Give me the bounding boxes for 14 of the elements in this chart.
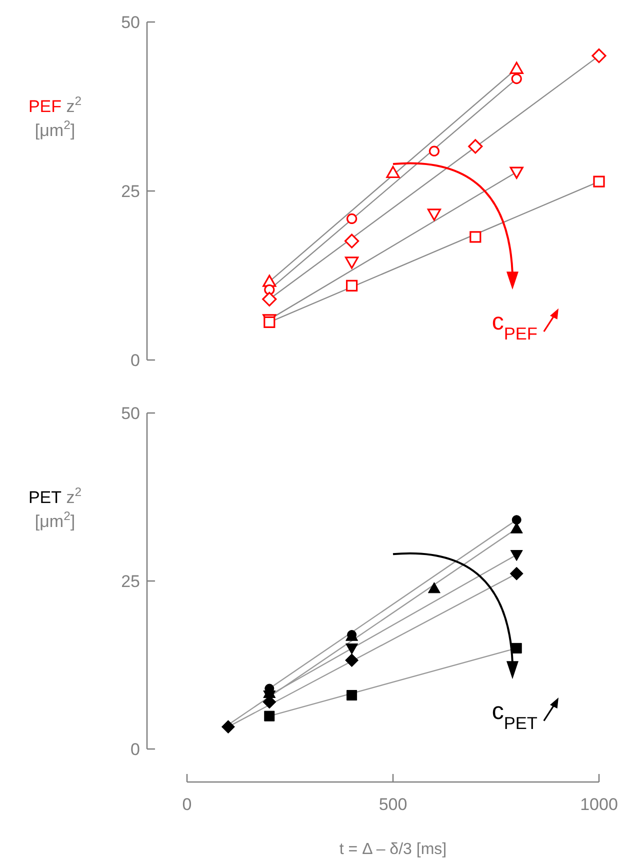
x-tick-label: 500	[378, 795, 408, 814]
y-tick-label: 0	[130, 740, 140, 759]
text: PEF z$^{2}$ [μm$^{2}$]	[28, 94, 82, 140]
y-tick-label: 25	[121, 572, 140, 591]
y-tick-label: 0	[130, 351, 140, 370]
annotation: c$_{PET}$	[492, 698, 538, 733]
y-tick-label: 50	[121, 13, 140, 32]
text: PET z$^{2}$ [μm$^{2}$]	[28, 485, 82, 531]
x-tick-label: 0	[182, 795, 192, 814]
x-tick-label: 1000	[580, 795, 618, 814]
annotation: c$_{PEF}$	[492, 308, 538, 344]
y-tick-label: 25	[121, 182, 140, 201]
y-tick-label: 50	[121, 404, 140, 423]
x-axis-title: t = Δ – δ/3 [ms]	[339, 841, 447, 858]
